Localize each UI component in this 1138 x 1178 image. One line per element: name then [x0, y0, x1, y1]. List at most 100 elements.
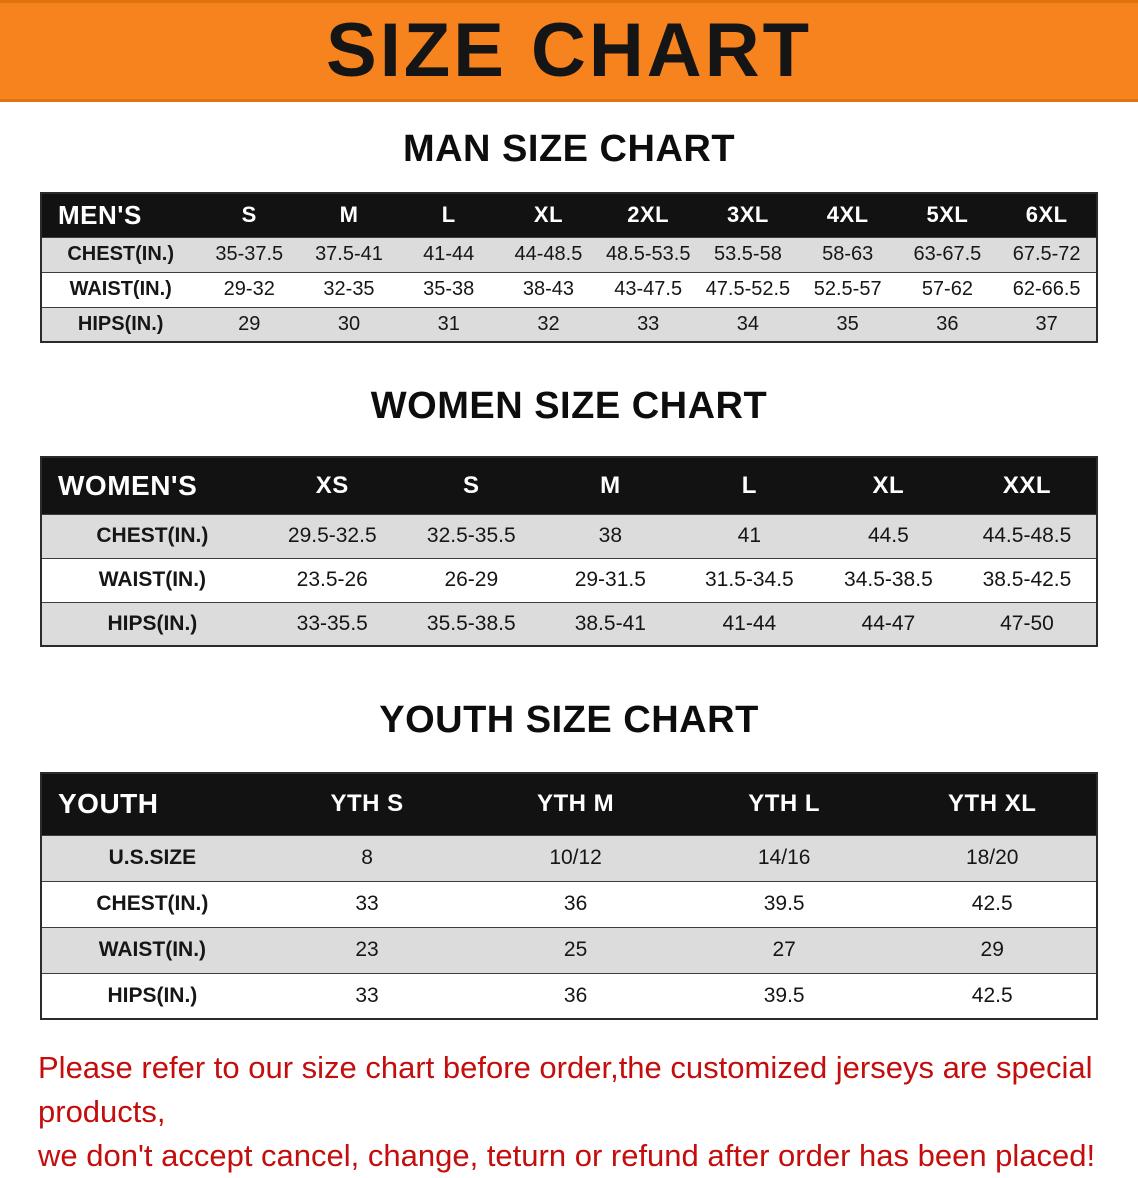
size-header-cell: 2XL	[598, 193, 699, 237]
value-cell: 23	[262, 926, 472, 973]
disclaimer-line-2: we don't accept cancel, change, teturn o…	[38, 1138, 1096, 1174]
value-cell: 29	[199, 306, 300, 342]
value-cell: 38.5-42.5	[957, 557, 1097, 602]
row-label-cell: HIPS(IN.)	[41, 601, 263, 646]
value-cell: 23.5-26	[262, 557, 402, 602]
row-label-cell: CHEST(IN.)	[41, 236, 200, 272]
value-cell: 34	[698, 306, 798, 342]
value-cell: 33	[262, 880, 472, 927]
womens-size-table: WOMEN'S XS S M L XL XXL CHEST(IN.) 29.5-32.5 32.5…	[40, 456, 1098, 647]
man-size-section: MAN SIZE CHART MEN'S S M L XL 2XL 3XL 4XL 5XL 6XL…	[0, 128, 1138, 343]
value-cell: 39.5	[679, 972, 889, 1019]
table-header-row: MEN'S S M L XL 2XL 3XL 4XL 5XL 6XL	[41, 193, 1097, 237]
table-title-cell: YOUTH	[41, 773, 263, 835]
value-cell: 32-35	[299, 271, 399, 307]
table-row: WAIST(IN.) 23.5-26 26-29 29-31.5 31.5-34.5 34…	[41, 557, 1097, 602]
table-row: CHEST(IN.) 35-37.5 37.5-41 41-44 44-48.5 48.5…	[41, 236, 1097, 272]
size-header-cell: XL	[498, 193, 599, 237]
row-label-cell: U.S.SIZE	[41, 834, 263, 881]
size-header-cell: S	[401, 457, 541, 514]
value-cell: 44.5	[818, 513, 958, 558]
size-header-cell: 4XL	[797, 193, 898, 237]
value-cell: 32	[498, 306, 599, 342]
size-header-cell: YTH M	[471, 773, 680, 835]
size-chart-banner: SIZE CHART	[0, 0, 1138, 102]
youth-size-table: YOUTH YTH S YTH M YTH L YTH XL U.S.SIZE 8 10/12…	[40, 772, 1098, 1020]
value-cell: 10/12	[471, 834, 680, 881]
size-header-cell: L	[679, 457, 819, 514]
row-label-cell: CHEST(IN.)	[41, 513, 263, 558]
value-cell: 31	[398, 306, 499, 342]
table-row: WAIST(IN.) 23 25 27 29	[41, 926, 1097, 973]
value-cell: 58-63	[797, 236, 898, 272]
value-cell: 35	[797, 306, 898, 342]
value-cell: 38.5-41	[540, 601, 680, 646]
value-cell: 34.5-38.5	[818, 557, 958, 602]
value-cell: 41	[679, 513, 819, 558]
size-header-cell: YTH XL	[888, 773, 1097, 835]
value-cell: 36	[897, 306, 998, 342]
women-size-section: WOMEN SIZE CHART WOMEN'S XS S M L XL XXL CHEST(…	[0, 385, 1138, 647]
value-cell: 36	[471, 972, 680, 1019]
value-cell: 53.5-58	[698, 236, 798, 272]
size-header-cell: XL	[818, 457, 958, 514]
women-size-heading: WOMEN SIZE CHART	[370, 385, 768, 427]
value-cell: 47-50	[957, 601, 1097, 646]
value-cell: 39.5	[679, 880, 889, 927]
value-cell: 57-62	[897, 271, 998, 307]
table-header-row: WOMEN'S XS S M L XL XXL	[41, 457, 1097, 514]
value-cell: 41-44	[679, 601, 819, 646]
value-cell: 63-67.5	[897, 236, 998, 272]
banner-title: SIZE CHART	[326, 8, 812, 93]
row-label-cell: HIPS(IN.)	[41, 306, 200, 342]
value-cell: 52.5-57	[797, 271, 898, 307]
table-row: HIPS(IN.) 33 36 39.5 42.5	[41, 972, 1097, 1019]
size-header-cell: XXL	[957, 457, 1097, 514]
row-label-cell: WAIST(IN.)	[41, 926, 263, 973]
value-cell: 47.5-52.5	[698, 271, 798, 307]
value-cell: 37.5-41	[299, 236, 399, 272]
size-header-cell: 3XL	[698, 193, 798, 237]
table-header-row: YOUTH YTH S YTH M YTH L YTH XL	[41, 773, 1097, 835]
disclaimer-line-1: Please refer to our size chart before or…	[38, 1050, 1093, 1130]
value-cell: 29-32	[199, 271, 300, 307]
value-cell: 33	[262, 972, 472, 1019]
value-cell: 44-48.5	[498, 236, 599, 272]
row-label-cell: HIPS(IN.)	[41, 972, 263, 1019]
table-row: CHEST(IN.) 33 36 39.5 42.5	[41, 880, 1097, 927]
value-cell: 18/20	[888, 834, 1097, 881]
table-row: CHEST(IN.) 29.5-32.5 32.5-35.5 38 41 44.5 44.5…	[41, 513, 1097, 558]
value-cell: 42.5	[888, 880, 1097, 927]
size-header-cell: YTH S	[262, 773, 472, 835]
value-cell: 67.5-72	[997, 236, 1097, 272]
size-header-cell: 5XL	[897, 193, 998, 237]
size-header-cell: L	[398, 193, 499, 237]
size-header-cell: M	[299, 193, 399, 237]
value-cell: 25	[471, 926, 680, 973]
value-cell: 44-47	[818, 601, 958, 646]
value-cell: 33	[598, 306, 699, 342]
value-cell: 32.5-35.5	[401, 513, 541, 558]
size-header-cell: 6XL	[997, 193, 1097, 237]
value-cell: 14/16	[679, 834, 889, 881]
row-label-cell: WAIST(IN.)	[41, 557, 263, 602]
disclaimer: Please refer to our size chart before or…	[0, 1046, 1138, 1178]
youth-size-section: YOUTH SIZE CHART YOUTH YTH S YTH M YTH L YTH…	[0, 699, 1138, 1020]
table-row: WAIST(IN.) 29-32 32-35 35-38 38-43 43-47.5 47.…	[41, 271, 1097, 307]
table-row: HIPS(IN.) 29 30 31 32 33 34 35 36 37	[41, 306, 1097, 342]
table-row: U.S.SIZE 8 10/12 14/16 18/20	[41, 834, 1097, 881]
value-cell: 29-31.5	[540, 557, 680, 602]
row-label-cell: WAIST(IN.)	[41, 271, 200, 307]
row-label-cell: CHEST(IN.)	[41, 880, 263, 927]
value-cell: 38	[540, 513, 680, 558]
value-cell: 29.5-32.5	[262, 513, 402, 558]
value-cell: 38-43	[498, 271, 599, 307]
value-cell: 48.5-53.5	[598, 236, 699, 272]
value-cell: 42.5	[888, 972, 1097, 1019]
value-cell: 36	[471, 880, 680, 927]
size-header-cell: M	[540, 457, 680, 514]
man-size-heading: MAN SIZE CHART	[402, 128, 736, 170]
size-header-cell: YTH L	[679, 773, 889, 835]
value-cell: 29	[888, 926, 1097, 973]
table-row: HIPS(IN.) 33-35.5 35.5-38.5 38.5-41 41-44 44-…	[41, 601, 1097, 646]
